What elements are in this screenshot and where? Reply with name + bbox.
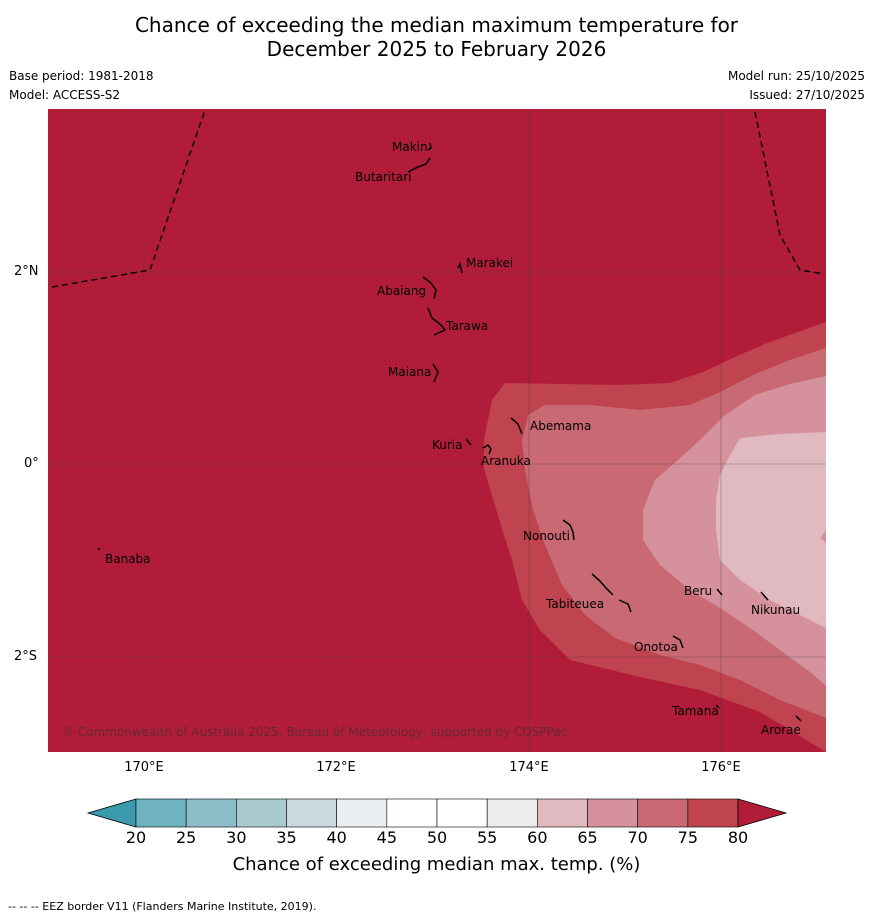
colorbar-cell xyxy=(436,798,488,828)
colorbar-tick-label: 45 xyxy=(376,828,397,847)
colorbar-tick-label: 80 xyxy=(727,828,749,847)
colorbar-cell xyxy=(687,798,739,828)
lon-label-176e: 176°E xyxy=(701,760,741,775)
colorbar-cell xyxy=(185,798,237,828)
lon-label-174e: 174°E xyxy=(509,760,549,775)
label-banaba: Banaba xyxy=(105,552,151,566)
model-run: Model run: 25/10/2025 xyxy=(727,69,865,83)
label-beru: Beru xyxy=(684,584,712,598)
island-outlines xyxy=(97,142,802,722)
issued-date: Issued: 27/10/2025 xyxy=(749,88,865,102)
colorbar-tick-label: 55 xyxy=(476,828,498,847)
colorbar-high-extension xyxy=(737,798,788,828)
copyright-notice: © Commonwealth of Australia 2025, Bureau… xyxy=(62,725,567,739)
colorbar-tick-label: 30 xyxy=(226,828,247,847)
colorbar-cell xyxy=(236,798,287,828)
base-period: Base period: 1981-2018 xyxy=(9,69,154,83)
colorbar-tick-label: 65 xyxy=(577,828,598,847)
label-nikunau: Nikunau xyxy=(751,603,800,617)
lon-label-170e: 170°E xyxy=(124,760,164,775)
colorbar-cell xyxy=(135,798,187,828)
chart-title-line2: December 2025 to February 2026 xyxy=(266,37,607,61)
lat-label-0: 0° xyxy=(24,456,39,471)
colorbar-tick-label: 35 xyxy=(276,828,297,847)
label-maiana: Maiana xyxy=(388,365,431,379)
label-tabiteuea: Tabiteuea xyxy=(545,597,604,611)
colorbar-title: Chance of exceeding median max. temp. (%… xyxy=(232,854,641,875)
label-nonouti: Nonouti xyxy=(523,529,570,543)
colorbar-tick-label: 70 xyxy=(627,828,648,847)
colorbar-cell xyxy=(587,798,638,828)
model-name: Model: ACCESS-S2 xyxy=(9,88,121,102)
label-tarawa: Tarawa xyxy=(445,319,488,333)
colorbar-cell xyxy=(336,798,388,828)
label-kuria: Kuria xyxy=(432,438,463,452)
label-aranuka: Aranuka xyxy=(481,454,531,468)
colorbar-cell xyxy=(386,798,438,828)
lat-label-2s: 2°S xyxy=(14,649,38,664)
lon-label-172e: 172°E xyxy=(316,760,356,775)
label-onotoa: Onotoa xyxy=(634,640,678,654)
colorbar-tick-label: 40 xyxy=(326,828,347,847)
colorbar-cells xyxy=(135,798,739,828)
label-arorae: Arorae xyxy=(761,723,801,737)
colorbar-cell xyxy=(286,798,337,828)
band-60-65 xyxy=(716,432,826,628)
lat-label-2n: 2°N xyxy=(14,264,39,279)
label-marakei: Marakei xyxy=(466,256,513,270)
colorbar-tick-label: 25 xyxy=(175,828,197,847)
graticule xyxy=(48,109,826,752)
colorbar-cell xyxy=(537,798,588,828)
colorbar-cell xyxy=(637,798,689,828)
eez-border-note: -- -- -- EEZ border V11 (Flanders Marine… xyxy=(8,900,317,913)
colorbar xyxy=(86,798,788,828)
colorbar-tick-label: 50 xyxy=(426,828,448,847)
colorbar-low-extension xyxy=(86,798,137,828)
colorbar-tick-label: 75 xyxy=(677,828,698,847)
colorbar-cell xyxy=(486,798,538,828)
island-labels: Makin Butaritari Marakei Abaiang Tarawa … xyxy=(105,140,801,737)
label-tamana: Tamana xyxy=(671,704,719,718)
colorbar-tick-label: 60 xyxy=(527,828,548,847)
label-abemama: Abemama xyxy=(530,419,591,433)
label-abaiang: Abaiang xyxy=(377,284,426,298)
label-butaritari: Butaritari xyxy=(355,170,412,184)
label-makin: Makin xyxy=(392,140,428,154)
eez-border xyxy=(51,109,825,288)
chart-title-line1: Chance of exceeding the median maximum t… xyxy=(134,13,739,37)
colorbar-tick-label: 20 xyxy=(125,828,147,847)
